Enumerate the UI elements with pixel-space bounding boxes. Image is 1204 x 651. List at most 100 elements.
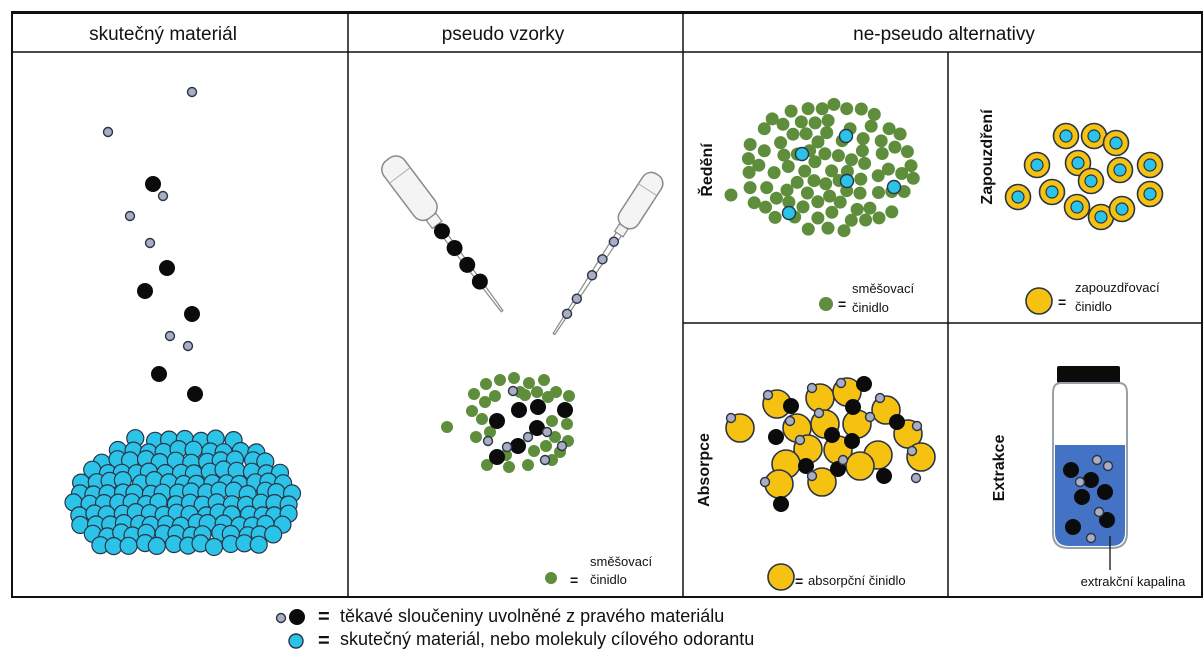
mixing-agent-particle <box>900 145 914 159</box>
mixing-agent-particle <box>768 210 782 224</box>
mixing-agent-particle <box>760 181 774 195</box>
volatile-large-molecule <box>145 176 161 192</box>
mixing-agent-particle <box>815 102 829 116</box>
encapsulated-molecule <box>1136 151 1164 179</box>
volatile-small-molecule <box>507 385 519 397</box>
mixing-agent-particle <box>546 415 558 427</box>
target-molecule <box>838 128 854 144</box>
mixing-agent-particle <box>774 136 788 150</box>
mixing-agent-particle <box>821 114 835 127</box>
target-molecule <box>1113 163 1127 177</box>
mixing-agent-particle <box>811 211 825 225</box>
pipette-bulb <box>617 171 664 230</box>
mixing-agent-particle <box>784 104 798 118</box>
volatile-large-molecule <box>511 402 527 418</box>
mixing-agent-particle <box>523 377 535 389</box>
mixing-agent-particle <box>825 205 839 219</box>
column-headers: skutečný materiál pseudo vzorky ne-pseud… <box>89 24 1035 45</box>
mixing-agent-particle <box>531 386 543 398</box>
target-molecule <box>264 525 283 544</box>
encapsulation-legend-line2: činidlo <box>1075 299 1112 314</box>
volatile-small-molecule <box>1093 506 1105 518</box>
pipette-bulb-seam <box>389 167 410 184</box>
mixing-agent-particle <box>863 201 877 215</box>
pipette-left-contents <box>433 223 488 290</box>
volatile-large-molecule <box>1083 472 1099 488</box>
mixing-agent-particle <box>904 159 918 173</box>
mixing-agent-particle <box>885 205 899 219</box>
mixing-agent-particle <box>854 102 868 116</box>
pipette-stem <box>552 231 623 336</box>
mixing-agent-particle <box>871 169 885 183</box>
volatile-small-molecule <box>124 210 136 222</box>
volatile-large-molecule <box>557 402 573 418</box>
volatile-small-molecule <box>784 415 796 427</box>
mixing-agent-particle <box>742 165 756 179</box>
panel-absorption: Absorpce = absorpční činidlo <box>696 376 936 591</box>
mixing-agent-particle <box>794 115 808 129</box>
pseudo-legend: směšovací = činidlo <box>545 554 653 588</box>
volatile-small-molecule <box>157 190 169 202</box>
mixing-agent-particle <box>858 156 872 170</box>
column-real-material <box>64 86 302 557</box>
target-molecule <box>886 179 902 195</box>
pipette-right <box>552 171 664 336</box>
mixing-agent-particle <box>881 162 895 176</box>
mixing-agent-particle <box>481 459 493 471</box>
volatile-small-molecule <box>874 392 886 404</box>
legend-target-text: skutečný materiál, nebo molekuly cílovéh… <box>340 629 754 649</box>
mixing-agent-particle <box>724 188 738 202</box>
volatile-large-molecule <box>1099 512 1115 528</box>
volatile-large-molecule <box>798 458 814 474</box>
label-dilution: Ředění <box>697 143 716 197</box>
mixing-agent-particle <box>549 431 561 443</box>
mixing-agent-particle <box>875 147 889 160</box>
mixing-agent-particle <box>479 396 491 408</box>
volatile-large-molecule <box>876 468 892 484</box>
volatile-small-molecule <box>539 454 551 466</box>
mixing-agent-particle <box>563 390 575 402</box>
mixing-agent-particle <box>503 461 515 473</box>
mixing-agent-particle <box>818 147 832 161</box>
volatile-large-molecule <box>289 609 305 625</box>
volatile-small-molecule <box>806 382 818 394</box>
dilution-legend: směšovací = činidlo <box>819 281 915 315</box>
volatile-small-molecule <box>275 612 287 624</box>
mixing-agent-particle <box>844 213 858 227</box>
mixing-agent-particle <box>476 413 488 425</box>
encapsulation-legend-agent-dot <box>1025 287 1053 315</box>
volatile-large-molecule <box>783 398 799 414</box>
target-molecule <box>1109 136 1123 150</box>
label-extraction: Extrakce <box>991 435 1008 502</box>
volatile-small-molecule <box>837 454 849 466</box>
volatile-small-molecule <box>182 340 194 352</box>
volatile-small-molecule <box>1102 460 1114 472</box>
encapsulation-legend: zapouzdřovací = činidlo <box>1025 280 1160 315</box>
mixing-agent-particle <box>752 158 766 172</box>
mixing-agent-particle <box>856 132 870 146</box>
pipette-bulb-seam <box>638 183 657 196</box>
mixing-agent-particle <box>800 186 814 200</box>
volatile-small-molecule <box>864 411 876 423</box>
mixing-agent-particle <box>489 390 501 402</box>
mixing-agent-particle <box>808 116 822 130</box>
mixing-agent-particle <box>853 186 867 200</box>
target-molecule <box>794 146 810 162</box>
mixing-agent-particle <box>528 445 540 457</box>
mixing-agent-particle <box>776 117 790 131</box>
mixing-agent-particle <box>872 211 886 225</box>
mixing-agent-particle <box>820 126 834 140</box>
encapsulated-molecule <box>1087 203 1115 231</box>
encapsulated-molecule <box>1038 178 1066 206</box>
mixing-agent-particle <box>882 122 896 136</box>
mixing-agent-particle <box>780 183 794 197</box>
volatile-large-molecule <box>530 399 546 415</box>
volatile-small-molecule <box>522 431 534 443</box>
target-molecule-pile <box>64 429 302 557</box>
mixing-agent-particle <box>790 175 804 189</box>
volatile-small-molecule <box>164 330 176 342</box>
absorbent-particle <box>845 451 875 481</box>
volatile-small-molecule <box>725 412 737 424</box>
volatile-small-molecule <box>762 389 774 401</box>
